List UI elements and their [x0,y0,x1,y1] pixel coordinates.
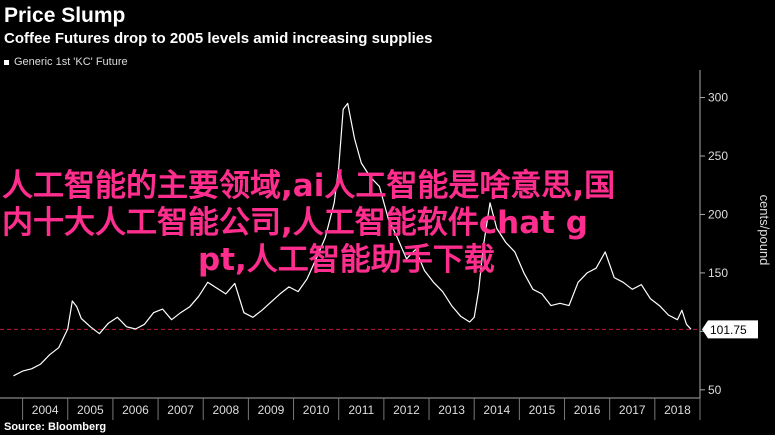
y-axis-label: cents/pound [757,195,772,266]
last-value-box [702,320,758,339]
y-tick-label: 150 [708,266,728,280]
overlay-line-2: 内十大人工智能公司,人工智能软件chat g [2,205,588,241]
legend-label: Generic 1st 'KC' Future [14,56,128,68]
overlay-line-3: pt,人工智能助手下载 [198,242,495,278]
last-value-label: 101.75 [710,323,747,337]
x-tick-label: 2009 [258,403,285,417]
x-tick-label: 2007 [167,403,194,417]
y-tick-label: 250 [708,149,728,163]
x-tick-label: 2004 [32,403,59,417]
axes: 50100150200250300cents/pound101.75200420… [0,70,772,420]
y-tick-label: 300 [708,91,728,105]
x-tick-label: 2018 [664,403,691,417]
y-tick-label: 200 [708,207,728,221]
x-tick-label: 2008 [212,403,239,417]
chart-subtitle: Coffee Futures drop to 2005 levels amid … [4,30,433,47]
chart-title: Price Slump [4,4,126,27]
x-tick-label: 2013 [438,403,465,417]
legend-swatch [4,59,9,65]
x-tick-label: 2015 [529,403,556,417]
x-tick-label: 2017 [619,403,646,417]
plot-area [0,102,700,377]
x-tick-label: 2014 [483,403,510,417]
x-tick-label: 2010 [303,403,330,417]
x-tick-label: 2016 [574,403,601,417]
x-tick-label: 2011 [348,403,374,417]
x-tick-label: 2012 [393,403,420,417]
overlay-line-1: 人工智能的主要领域,ai人工智能是啥意思,国 [2,168,616,204]
x-tick-label: 2006 [122,403,149,417]
series-line [13,102,692,377]
legend: Generic 1st 'KC' Future [4,56,128,68]
y-tick-label: 50 [708,383,722,397]
source-note: Source: Bloomberg [4,421,107,433]
overlay-text: 人工智能的主要领域,ai人工智能是啥意思,国 内十大人工智能公司,人工智能软件c… [2,168,702,279]
x-tick-label: 2005 [77,403,104,417]
